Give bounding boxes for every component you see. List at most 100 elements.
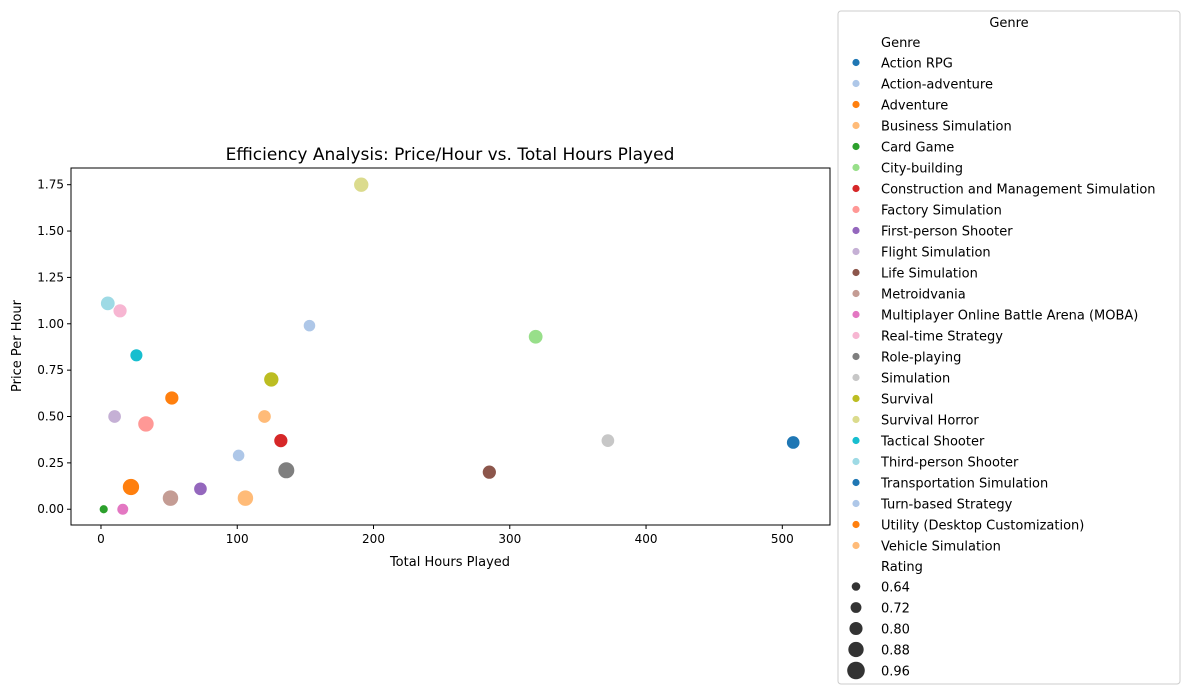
x-tick-label: 0 bbox=[97, 532, 105, 546]
legend-genre-label: Role-playing bbox=[881, 351, 961, 366]
legend-frame bbox=[837, 10, 1181, 685]
legend-size-marker bbox=[849, 621, 863, 636]
legend-size-label: 0.72 bbox=[881, 602, 910, 617]
legend-genre-label: Factory Simulation bbox=[881, 204, 1002, 219]
legend-genre-marker bbox=[852, 184, 860, 193]
legend-genre-marker bbox=[852, 373, 860, 382]
legend-genre-marker bbox=[852, 100, 860, 109]
legend-genre-marker bbox=[852, 520, 860, 529]
data-point bbox=[116, 502, 130, 516]
legend-genre-label: Multiplayer Online Battle Arena (MOBA) bbox=[881, 309, 1138, 324]
legend-genre-marker bbox=[852, 205, 860, 214]
legend-genre-marker bbox=[852, 163, 860, 172]
legend-genre-label: Simulation bbox=[881, 372, 950, 387]
legend-genre-marker bbox=[852, 499, 860, 508]
y-tick-label: 1.00 bbox=[37, 317, 64, 331]
data-point bbox=[273, 433, 289, 449]
legend-genre-label: Construction and Management Simulation bbox=[881, 183, 1156, 198]
legend-genre-marker bbox=[852, 268, 860, 277]
legend-genre-label: Transportation Simulation bbox=[880, 477, 1048, 492]
legend-size-label: 0.80 bbox=[881, 623, 910, 638]
legend-genre-label: Utility (Desktop Customization) bbox=[881, 519, 1084, 534]
data-point bbox=[527, 328, 544, 345]
y-tick-label: 0.50 bbox=[37, 410, 64, 424]
legend-genre-label: City-building bbox=[881, 162, 963, 177]
data-point bbox=[785, 435, 801, 450]
legend-genre-label: First-person Shooter bbox=[881, 225, 1013, 240]
legend-genre-marker bbox=[852, 310, 860, 319]
y-axis: 0.00 0.25 0.50 0.75 1.00 1.25 1.50 1.75 bbox=[37, 178, 71, 516]
legend-genre-marker bbox=[852, 247, 860, 256]
y-tick-label: 0.00 bbox=[37, 502, 64, 516]
legend-genre-label: Action-adventure bbox=[881, 78, 993, 93]
legend-genre-label: Vehicle Simulation bbox=[881, 540, 1001, 555]
legend-size-marker bbox=[851, 582, 861, 591]
legend-genre-marker bbox=[852, 79, 860, 88]
legend-genre-label: Real-time Strategy bbox=[881, 330, 1003, 345]
y-tick-label: 1.50 bbox=[37, 224, 64, 238]
legend-genre-label: Adventure bbox=[881, 99, 948, 114]
data-point bbox=[98, 504, 109, 515]
data-point bbox=[107, 409, 122, 424]
legend-genre-label: Flight Simulation bbox=[881, 246, 991, 261]
data-point bbox=[257, 409, 272, 424]
legend-genre-marker bbox=[852, 541, 860, 550]
legend-genre-marker bbox=[852, 226, 860, 235]
data-points bbox=[98, 176, 801, 516]
data-point bbox=[600, 433, 616, 448]
x-tick-label: 100 bbox=[226, 532, 249, 546]
legend-genre-label: Turn-based Strategy bbox=[880, 498, 1013, 513]
data-point bbox=[121, 477, 141, 497]
legend-title: Genre bbox=[989, 16, 1028, 31]
legend-genre-marker bbox=[852, 289, 860, 298]
data-point bbox=[137, 415, 155, 433]
legend-genre-marker bbox=[852, 142, 860, 151]
data-point bbox=[353, 176, 370, 193]
data-point bbox=[263, 371, 280, 388]
legend-genre-marker bbox=[852, 58, 860, 67]
legend-size-header: Rating bbox=[881, 560, 923, 575]
data-point bbox=[193, 481, 208, 497]
chart-title: Efficiency Analysis: Price/Hour vs. Tota… bbox=[226, 145, 675, 165]
data-point bbox=[302, 318, 317, 333]
data-point bbox=[277, 461, 296, 480]
legend-size-label: 0.96 bbox=[881, 665, 910, 680]
y-tick-label: 1.75 bbox=[37, 178, 64, 192]
legend-genre-label: Third-person Shooter bbox=[880, 456, 1019, 471]
legend-genre-label: Survival bbox=[881, 393, 933, 408]
legend-hue-header: Genre bbox=[881, 36, 920, 51]
legend-genre-label: Card Game bbox=[881, 141, 954, 156]
x-axis: 0 100 200 300 400 500 bbox=[97, 525, 794, 546]
data-point bbox=[481, 464, 497, 480]
legend-size-marker bbox=[850, 602, 862, 613]
legend-genre-marker bbox=[852, 121, 860, 130]
x-axis-label: Total Hours Played bbox=[389, 555, 510, 570]
data-point bbox=[236, 489, 255, 507]
legend-genre-label: Survival Horror bbox=[881, 414, 979, 429]
x-tick-label: 200 bbox=[362, 532, 385, 546]
legend-size-label: 0.88 bbox=[881, 644, 910, 659]
legend-genre-marker bbox=[852, 415, 860, 424]
legend-genre-label: Action RPG bbox=[881, 57, 953, 72]
y-tick-label: 0.25 bbox=[37, 456, 64, 470]
x-tick-label: 400 bbox=[635, 532, 658, 546]
plot-area bbox=[70, 167, 831, 526]
legend-genre-marker bbox=[852, 478, 860, 487]
legend-genre-label: Life Simulation bbox=[881, 267, 978, 282]
legend-size-label: 0.64 bbox=[881, 581, 910, 596]
legend-genre-marker bbox=[852, 436, 860, 445]
legend-size-marker bbox=[847, 661, 865, 680]
y-tick-label: 1.25 bbox=[37, 270, 64, 284]
legend-genre-label: Metroidvania bbox=[881, 288, 966, 303]
legend: Genre Genre Action RPG Action-adventure Ad… bbox=[837, 10, 1181, 685]
legend-genre-marker bbox=[852, 394, 860, 403]
data-point bbox=[161, 489, 180, 507]
x-tick-label: 500 bbox=[771, 532, 794, 546]
legend-size-marker bbox=[848, 641, 864, 658]
data-point bbox=[231, 448, 246, 463]
legend-genre-label: Business Simulation bbox=[881, 120, 1012, 135]
y-tick-label: 0.75 bbox=[37, 363, 64, 377]
legend-genre-label: Tactical Shooter bbox=[880, 435, 985, 450]
legend-genre-marker bbox=[852, 331, 860, 340]
